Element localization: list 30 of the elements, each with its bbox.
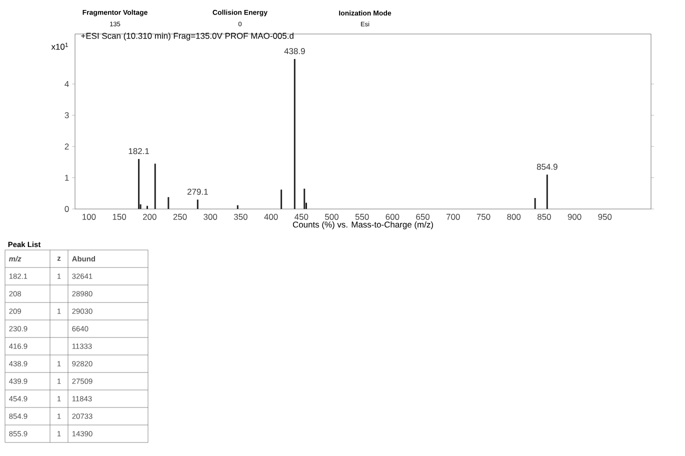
y-tick-label: 0	[64, 206, 69, 212]
annotation: 854.9	[536, 164, 558, 170]
x-tick-label: 350	[234, 214, 248, 220]
x-tick-label: 300	[204, 214, 218, 220]
y-axis-title: x10$^{1}$	[51, 42, 68, 50]
x-tick-label: 400	[264, 214, 278, 220]
y-tick-label: 4	[64, 81, 69, 87]
x-tick-label: 700	[446, 214, 460, 220]
x-tick-label: 600	[386, 214, 400, 220]
y-tick-label: 2	[64, 144, 69, 150]
annotation: 279.1	[188, 188, 208, 195]
x-tick-label: 800	[507, 214, 521, 220]
x-tick-label: 100	[82, 214, 96, 220]
x-tick-label: 150	[112, 214, 126, 220]
x-tick-label: 650	[416, 214, 430, 220]
x-tick-label: 850	[538, 214, 551, 220]
x-tick-label: 250	[173, 214, 187, 220]
x-tick-label: 550	[355, 214, 369, 220]
x-tick-label: 950	[598, 214, 612, 220]
x-axis-title: Counts (%) vs. Mass-to-Charge (m/z)	[292, 221, 433, 230]
x-tick-label: 500	[325, 214, 338, 220]
x-tick-label: 200	[143, 214, 156, 220]
annotation: 182.1	[128, 148, 149, 154]
annotation: 438.9	[284, 48, 305, 54]
x-tick-label: 900	[568, 214, 582, 220]
x-tick-label: 750	[476, 214, 490, 220]
y-tick-label: 3	[64, 112, 69, 118]
y-tick-label: 1	[65, 174, 69, 181]
x-tick-label: 450	[294, 214, 308, 220]
chart-title: +ESI Scan (10.310 min) Frag=135.0V PROF MAO-005.d	[81, 32, 294, 41]
